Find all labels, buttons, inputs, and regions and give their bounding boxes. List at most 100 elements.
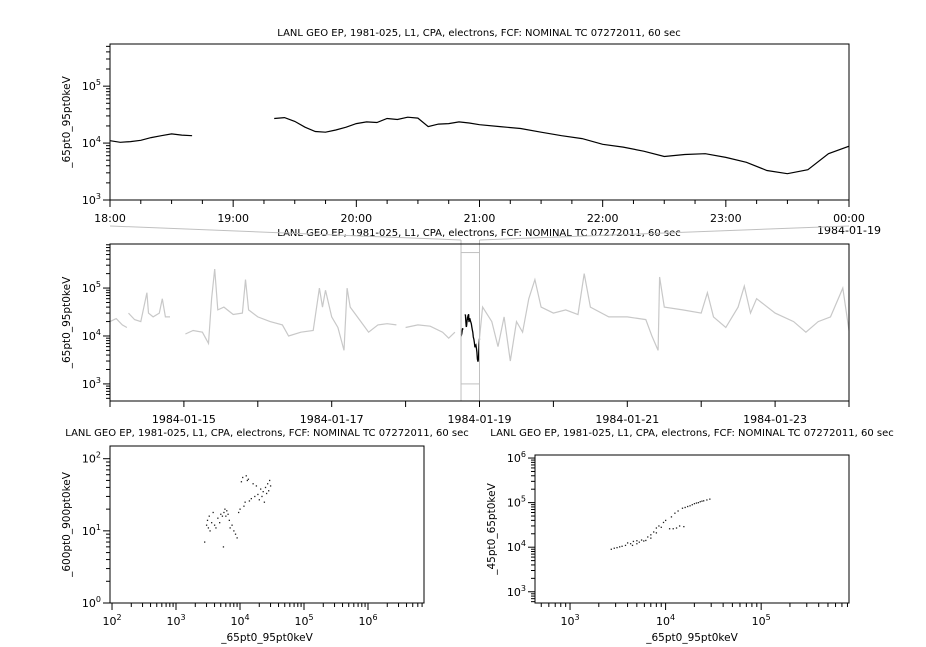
data-point [647,536,649,538]
data-point [621,545,623,547]
data-point [212,511,214,514]
x-tick-label: 102 [102,613,121,628]
x-tick-label: 1984-01-23 [743,413,807,426]
plot-frame [109,445,425,604]
data-point [660,526,662,528]
data-point [260,488,262,490]
data-point [677,510,679,512]
data-point [684,506,686,509]
zoom-connector-left [109,225,462,241]
x-tick-label: 19:00 [217,212,249,225]
data-layer [204,475,272,548]
data-point [223,511,225,514]
data-point [658,525,660,527]
x-tick-date-label: 1984-01-19 [817,224,881,237]
data-point [205,524,208,526]
data-point [246,479,249,482]
plot-context: LANL GEO EP, 1981-025, L1, CPA, electron… [61,225,850,426]
data-point [631,544,634,547]
y-axis-label: _600pt0_900pt0keV [61,471,73,578]
data-point [701,500,703,502]
y-tick-label: 105 [507,495,526,510]
data-point [687,505,689,508]
data-point [225,515,227,517]
data-point [248,500,251,502]
zoomed-data-line [460,314,481,362]
data-point [678,525,681,527]
data-point [662,521,665,524]
data-point [220,513,222,515]
y-tick-label: 104 [507,539,526,554]
y-axis-label: _65pt0_95pt0keV [61,75,73,168]
x-axis-label: _65pt0_95pt0keV [220,632,313,644]
data-point [255,485,258,487]
x-tick-label: 104 [656,613,675,628]
y-tick-label: 106 [507,450,526,465]
data-point [236,537,238,539]
data-point [257,493,259,496]
data-point [262,490,264,493]
plot-title: LANL GEO EP, 1981-025, L1, CPA, electron… [490,428,893,439]
data-point [219,522,221,524]
data-layer [610,498,711,550]
x-tick-label: 00:00 [833,212,865,225]
data-point [254,495,256,498]
data-point [650,537,652,539]
data-point [258,499,260,501]
plot-top: LANL GEO EP, 1981-025, L1, CPA, electron… [61,28,881,237]
data-point [672,528,674,530]
data-point [267,483,269,485]
data-point [613,547,615,549]
x-tick-label: 104 [230,613,249,628]
plot-frame [109,43,850,201]
data-point [689,505,691,507]
data-point [237,511,240,514]
x-tick-label: 105 [752,613,771,628]
data-point [206,519,209,522]
data-point [636,540,638,542]
data-point [247,478,250,480]
data-point [263,501,266,503]
zoom-connector-right [479,225,850,241]
data-point [269,485,272,487]
data-line [110,116,849,175]
data-point [695,502,698,504]
y-tick-label: 103 [82,192,101,207]
data-point [244,501,246,503]
data-point [624,544,627,547]
x-tick-label: 1984-01-19 [448,413,512,426]
y-tick-label: 100 [82,595,101,610]
data-point [245,475,247,477]
data-point [243,505,245,507]
data-point [693,503,696,505]
data-point [703,500,705,502]
y-tick-label: 103 [507,584,526,599]
plot-title: LANL GEO EP, 1981-025, L1, CPA, electron… [277,28,680,39]
y-tick-label: 105 [82,78,101,93]
data-point [640,539,643,541]
plot-title: LANL GEO EP, 1981-025, L1, CPA, electron… [65,428,468,439]
x-tick-label: 21:00 [464,212,496,225]
data-point [264,486,267,489]
data-point [268,490,270,492]
data-point [670,516,673,518]
data-point [213,524,216,526]
plot-frame [109,243,850,402]
data-point [211,522,213,524]
y-tick-label: 102 [82,451,101,466]
data-point [655,532,658,534]
data-point [252,483,254,485]
data-point [643,540,645,542]
data-point [699,501,701,503]
data-point [209,530,211,532]
data-point [204,541,206,543]
data-point [208,515,210,517]
data-layer [110,116,849,175]
data-point [227,513,229,515]
y-tick-label: 103 [82,376,101,391]
data-point [681,507,684,509]
data-point [706,499,708,501]
data-line [110,268,849,362]
y-tick-label: 105 [82,280,101,295]
